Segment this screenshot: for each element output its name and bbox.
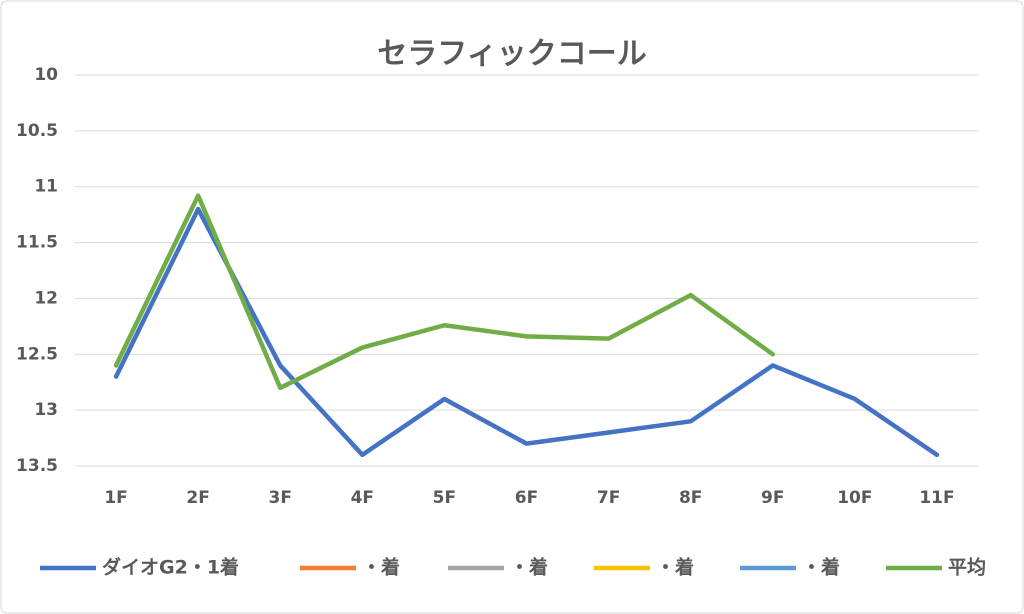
series-line (113, 206, 940, 458)
legend-label: ・着 (510, 556, 548, 579)
legend-label: ・着 (362, 556, 400, 579)
x-tick-label: 10F (837, 488, 872, 508)
x-tick-label: 4F (351, 488, 374, 508)
legend-label: ダイオG2・1着 (102, 556, 239, 579)
x-tick-label: 6F (515, 488, 538, 508)
x-tick-label: 3F (269, 488, 292, 508)
x-tick-label: 1F (104, 488, 127, 508)
legend-label: 平均 (948, 556, 986, 579)
x-tick-label: 5F (433, 488, 456, 508)
x-tick-label: 11F (919, 488, 954, 508)
legend-label: ・着 (656, 556, 694, 579)
x-tick-label: 9F (761, 488, 784, 508)
y-tick-label: 10.5 (16, 121, 58, 141)
y-tick-label: 12 (34, 288, 58, 308)
x-tick-label: 7F (597, 488, 620, 508)
legend-label: ・着 (802, 556, 840, 579)
x-tick-label: 8F (679, 488, 702, 508)
y-tick-label: 11 (34, 177, 58, 197)
y-tick-label: 13.5 (16, 456, 58, 476)
series-line (113, 193, 776, 391)
y-tick-label: 11.5 (16, 233, 58, 253)
chart-title: セラフィックコール (377, 37, 646, 72)
y-tick-label: 12.5 (16, 344, 58, 364)
y-tick-label: 13 (34, 400, 58, 420)
x-tick-label: 2F (186, 488, 209, 508)
y-tick-label: 10 (34, 65, 58, 85)
